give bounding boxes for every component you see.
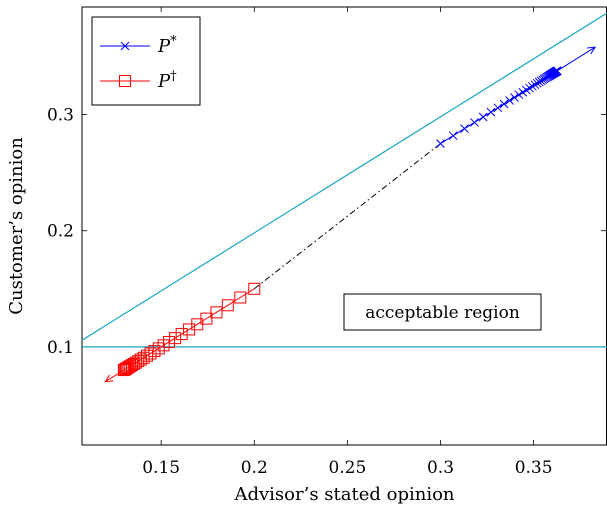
series-0-point-3 [470, 118, 479, 127]
series-1-point-0 [248, 282, 261, 295]
series-0-point-15 [530, 80, 540, 90]
series-1-point-2 [221, 299, 234, 312]
series-0-point-14 [527, 81, 537, 91]
series-1-point-13 [144, 347, 157, 360]
legend-box [91, 16, 201, 106]
series-1-point-23 [121, 361, 134, 374]
series-1-point-3 [210, 306, 223, 319]
series-1-point-8 [169, 332, 182, 345]
series-1-point-1 [234, 291, 247, 304]
x-tick-label-3: 0.3 [427, 458, 454, 478]
legend-marker-1 [119, 75, 131, 87]
series-0-point-7 [499, 99, 509, 109]
x-tick-label-2: 0.25 [328, 458, 366, 478]
annotation-box [343, 293, 542, 331]
series-0-point-2 [460, 124, 469, 133]
x-tick-label-1: 0.2 [241, 458, 268, 478]
series-1-point-6 [183, 323, 196, 336]
series-0-point-9 [510, 93, 519, 102]
series-0-point-0 [436, 139, 445, 148]
x-axis-label: Advisor’s stated opinion [233, 484, 454, 505]
series-1-point-22 [122, 361, 135, 374]
y-tick-label-2: 0.3 [47, 106, 74, 126]
series-1-point-7 [175, 328, 188, 341]
series-0-point-4 [478, 112, 488, 122]
series-0-point-5 [486, 107, 496, 117]
series-0-point-45 [552, 66, 562, 76]
series-1-point-24 [119, 362, 132, 375]
series-0-point-16 [532, 78, 542, 88]
legend-label-sup-1: † [170, 69, 177, 84]
boundary-line-diagonal [82, 12, 607, 341]
series-0-point-1 [448, 131, 458, 141]
series-0-point-13 [525, 83, 534, 93]
series-arrow-1 [104, 374, 114, 383]
series-0-point-8 [505, 96, 514, 105]
series-1-point-12 [148, 345, 161, 358]
legend-label-sup-0: * [170, 34, 177, 49]
series-1-point-26 [117, 364, 130, 377]
y-axis-label: Customer’s opinion [6, 137, 27, 315]
series-1-point-25 [118, 363, 131, 376]
connector-dash-dot [253, 143, 441, 290]
legend-marker-0 [120, 41, 130, 51]
series-0-point-10 [514, 90, 524, 100]
x-tick-label-0: 0.15 [142, 458, 180, 478]
x-tick-label-4: 0.35 [515, 458, 553, 478]
y-tick-label-1: 0.2 [47, 222, 74, 242]
series-0-point-6 [493, 103, 503, 113]
annotation-text: acceptable region [365, 303, 520, 323]
series-arrow-0 [587, 46, 597, 55]
series-line-1 [105, 288, 255, 383]
series-1-point-17 [132, 355, 145, 368]
legend: P*P† [91, 16, 201, 106]
plot-area [82, 12, 607, 383]
y-tick-label-0: 0.1 [47, 338, 74, 358]
